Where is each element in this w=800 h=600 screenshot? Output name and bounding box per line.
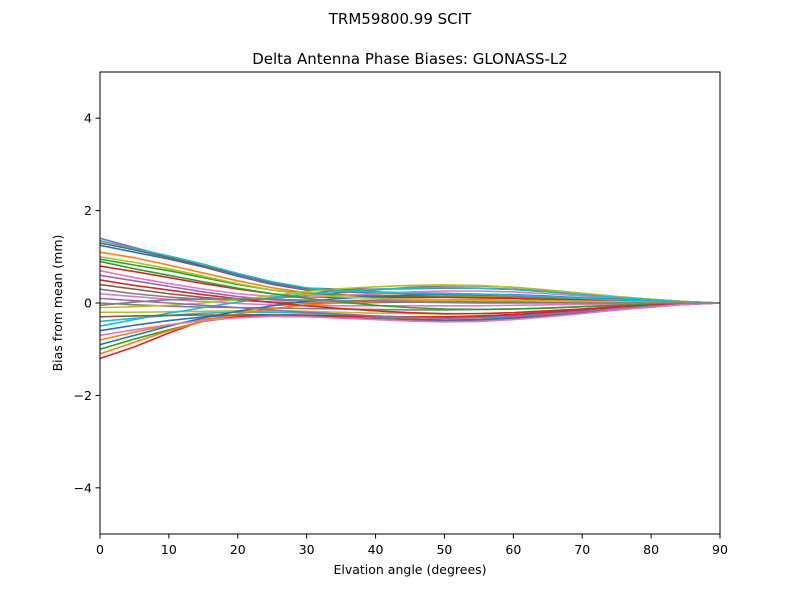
x-tick-label: 10 [161,542,177,557]
y-axis-ticks: −4 −2 0 2 4 [74,111,100,495]
chart-title: Delta Antenna Phase Biases: GLONASS-L2 [252,50,568,68]
x-axis-ticks: 0 10 20 30 40 50 60 70 80 90 [96,534,728,557]
series-line-24 [100,279,720,315]
x-tick-label: 70 [574,542,590,557]
y-tick-label: −2 [74,388,92,403]
x-tick-label: 40 [368,542,384,557]
series-line-19 [100,284,720,309]
x-tick-label: 30 [299,542,315,557]
series-line-25 [100,297,720,320]
series-line-29 [100,256,720,304]
x-tick-label: 90 [712,542,728,557]
plot-area [99,71,721,535]
x-axis-label: Elvation angle (degrees) [333,562,486,577]
series-line-27 [100,302,720,337]
y-tick-label: 4 [84,111,92,126]
series-line-17 [100,269,720,304]
series-group [100,237,720,360]
figure-suptitle: TRM59800.99 SCIT [328,10,472,28]
series-line-28 [100,239,720,304]
y-axis-label: Bias from mean (mm) [50,235,65,372]
x-tick-label: 80 [643,542,659,557]
series-line-7 [100,292,720,307]
series-line-20 [100,286,720,327]
series-line-23 [100,260,720,311]
x-tick-label: 20 [230,542,246,557]
x-tick-label: 0 [96,542,104,557]
series-line-30 [100,298,720,307]
x-tick-label: 50 [436,542,452,557]
y-tick-label: 2 [84,203,92,218]
y-tick-label: −4 [74,480,92,495]
y-tick-label: 0 [84,296,92,311]
x-tick-label: 60 [505,542,521,557]
